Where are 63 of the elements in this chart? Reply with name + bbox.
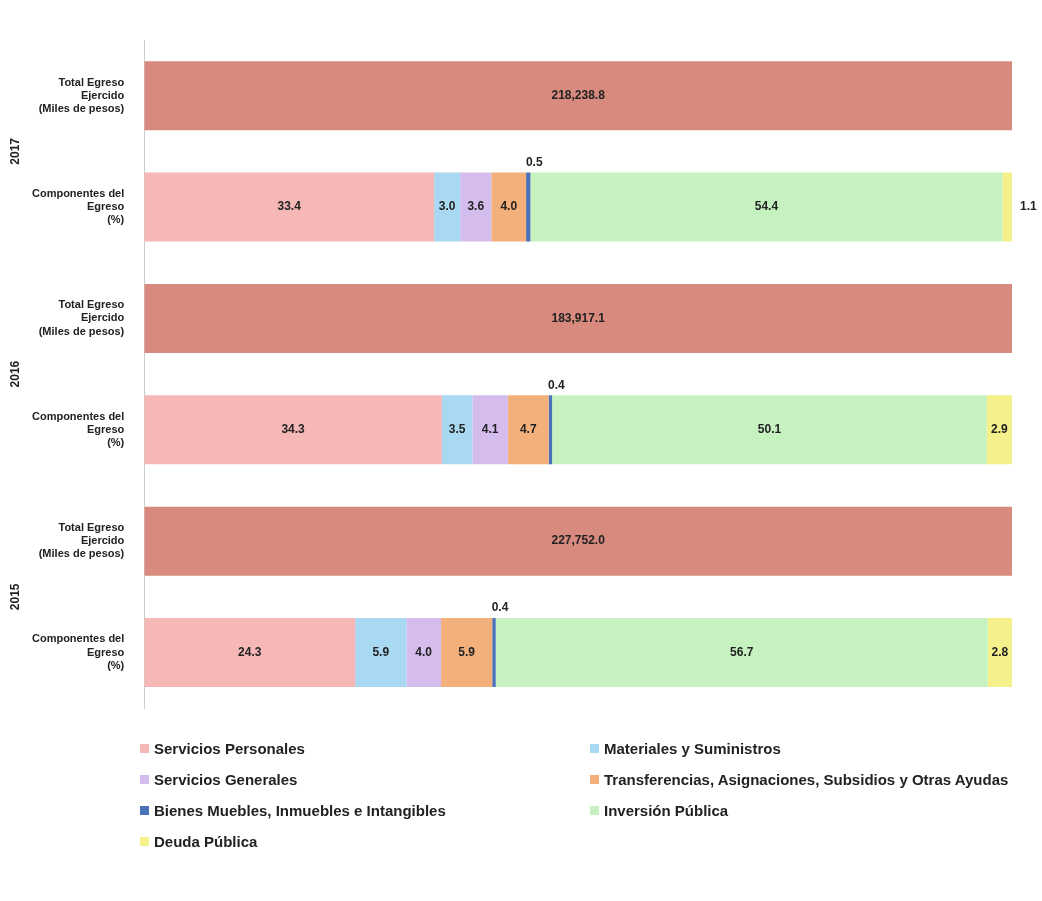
- y-tick-label: Componentes del Egreso (%): [31, 632, 125, 671]
- legend-label: Materiales y Suministros: [604, 740, 781, 757]
- data-label: 0.4: [548, 377, 566, 392]
- data-label: 3.5: [448, 422, 466, 437]
- bar: [144, 172, 435, 242]
- bar: [144, 506, 1012, 576]
- data-label: 5.9: [372, 644, 390, 659]
- bar: [987, 617, 1012, 688]
- bar: [1002, 172, 1012, 242]
- bar: [441, 395, 473, 465]
- data-label: 4.1: [481, 422, 499, 437]
- data-label: 4.0: [500, 199, 518, 214]
- bar: [144, 617, 356, 688]
- annotation: 183,917.1: [551, 310, 606, 325]
- bar: [986, 395, 1012, 465]
- bar: [144, 283, 1012, 353]
- data-label: 4.0: [415, 644, 433, 659]
- bar: [530, 172, 1003, 242]
- bar: [144, 61, 1012, 131]
- legend-label: Deuda Pública: [154, 833, 258, 850]
- text: 2015: [8, 583, 23, 611]
- bar: [552, 395, 987, 465]
- y-tick-label: Componentes del Egreso (%): [31, 409, 125, 449]
- data-label: 3.6: [467, 199, 485, 214]
- bar: [507, 395, 549, 465]
- bar: [526, 172, 531, 242]
- bar: [495, 617, 988, 688]
- data-label: 3.0: [438, 199, 456, 214]
- data-label: 5.9: [458, 644, 476, 659]
- legend-label: Bienes Muebles, Inmuebles e Intangibles: [154, 802, 446, 819]
- text: 2017: [8, 137, 23, 165]
- bar: [355, 617, 407, 688]
- legend-label: Inversión Pública: [604, 802, 729, 819]
- bar: [460, 172, 492, 242]
- data-label: 24.3: [238, 644, 262, 659]
- data-label: 34.3: [281, 422, 306, 437]
- bar: [434, 172, 461, 242]
- bar: [492, 617, 496, 688]
- bar: [406, 617, 442, 688]
- y-tick-label: Total Egreso Ejercido (Miles de pesos): [38, 75, 125, 114]
- y-tick-label: Total Egreso Ejercido (Miles de pesos): [38, 520, 125, 560]
- data-label: 50.1: [757, 422, 782, 437]
- annotation: 218,238.8: [551, 88, 606, 102]
- data-label: 4.7: [519, 422, 537, 437]
- y-tick-label: Total Egreso Ejercido (Miles de pesos): [38, 298, 125, 337]
- bar: [441, 617, 493, 688]
- annotation: 227,752.0: [551, 533, 606, 548]
- data-label: 1.1: [1020, 199, 1038, 214]
- data-label: 33.4: [277, 199, 302, 214]
- legend-label: Servicios Generales: [154, 771, 298, 788]
- bar: [144, 395, 442, 465]
- data-label: 0.4: [491, 600, 509, 615]
- bar: [472, 395, 508, 465]
- data-label: 56.7: [730, 644, 754, 659]
- legend-label: Transferencias, Asignaciones, Subsidios y Otras Ayudas: [604, 771, 1009, 788]
- data-label: 0.5: [525, 154, 543, 169]
- data-label: 54.4: [754, 199, 779, 214]
- data-label: 2.9: [991, 422, 1009, 437]
- y-tick-label: Componentes del Egreso (%): [31, 186, 125, 226]
- legend-label: Servicios Personales: [154, 740, 305, 757]
- data-label: 2.8: [991, 644, 1009, 659]
- text: 2016: [8, 360, 23, 388]
- bar: [491, 172, 527, 242]
